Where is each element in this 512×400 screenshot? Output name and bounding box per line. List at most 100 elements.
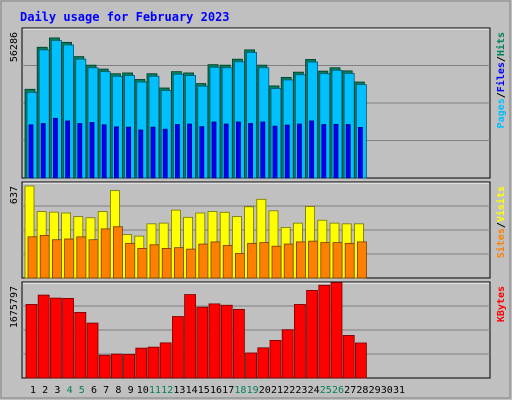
day-label-27: 27: [344, 385, 356, 396]
day-label-29: 29: [369, 385, 381, 396]
day-label-4: 4: [67, 385, 73, 396]
bar-files-day-15: [199, 126, 205, 179]
bar-kbytes-day-17: [220, 304, 233, 379]
bar-files-day-14: [187, 123, 193, 179]
bar-files-day-1: [28, 124, 34, 179]
bar-sites-day-16: [210, 241, 221, 279]
day-label-21: 21: [271, 385, 283, 396]
day-label-30: 30: [381, 385, 393, 396]
day-label-24: 24: [308, 385, 320, 396]
bar-kbytes-day-10: [135, 347, 148, 379]
bar-kbytes-day-4: [62, 297, 74, 379]
day-label-1: 1: [30, 385, 36, 396]
bar-files-day-27: [345, 124, 351, 179]
bar-kbytes-day-21: [269, 339, 282, 379]
bar-sites-day-13: [173, 247, 184, 279]
bar-kbytes-day-16: [208, 303, 221, 379]
bar-files-day-11: [150, 126, 156, 179]
bar-sites-day-20: [259, 242, 270, 279]
bar-files-day-25: [321, 124, 327, 179]
bar-sites-day-6: [88, 239, 99, 279]
day-label-22: 22: [283, 385, 295, 396]
bar-sites-day-21: [271, 245, 282, 279]
bar-files-day-23: [296, 123, 302, 179]
bar-kbytes-day-5: [74, 311, 87, 379]
bar-files-day-18: [235, 121, 241, 179]
bar-kbytes-day-3: [50, 297, 62, 379]
day-label-20: 20: [259, 385, 271, 396]
day-label-26: 26: [332, 385, 344, 396]
bar-files-day-5: [77, 123, 83, 179]
day-label-3: 3: [54, 385, 60, 396]
bar-files-day-28: [357, 127, 363, 179]
bar-sites-day-15: [198, 243, 209, 279]
day-label-28: 28: [356, 385, 368, 396]
day-label-7: 7: [103, 385, 109, 396]
bar-sites-day-2: [39, 234, 50, 279]
legend-entry: /: [496, 92, 507, 98]
bar-sites-day-11: [149, 244, 160, 279]
bar-kbytes-day-24: [306, 290, 319, 379]
day-label-16: 16: [210, 385, 222, 396]
bar-kbytes-day-28: [354, 342, 367, 379]
bar-files-day-13: [174, 124, 180, 179]
bar-sites-day-23: [295, 241, 306, 279]
bar-kbytes-day-22: [281, 329, 294, 379]
bar-sites-day-9: [125, 242, 135, 279]
bar-kbytes-day-12: [159, 342, 172, 379]
legend-entry: /: [496, 222, 507, 228]
bar-kbytes-day-6: [86, 322, 99, 379]
day-label-15: 15: [198, 385, 210, 396]
legend-entry: Visits: [495, 186, 507, 222]
bar-kbytes-day-13: [171, 316, 184, 379]
bar-kbytes-day-23: [293, 304, 306, 379]
bar-files-day-10: [138, 129, 144, 179]
bar-sites-day-17: [222, 245, 233, 279]
day-label-14: 14: [186, 385, 198, 396]
bar-files-day-6: [89, 122, 95, 179]
bar-sites-day-8: [113, 226, 123, 279]
y-max-label: 56286: [9, 32, 20, 62]
bar-sites-day-3: [52, 239, 62, 279]
panel-kbytes: 1675797 KBytes: [9, 281, 507, 379]
bar-kbytes-day-27: [342, 335, 355, 379]
bar-files-day-8: [114, 126, 119, 179]
bar-files-day-7: [101, 124, 107, 179]
bar-files-day-26: [333, 123, 339, 179]
bar-files-day-21: [272, 125, 278, 179]
day-label-13: 13: [173, 385, 185, 396]
bar-kbytes-day-15: [196, 306, 209, 379]
bar-sites-day-19: [247, 242, 258, 279]
chart-title: Daily usage for February 2023: [20, 10, 230, 24]
day-label-5: 5: [79, 385, 85, 396]
bar-files-day-2: [40, 123, 46, 179]
day-label-10: 10: [137, 385, 149, 396]
panel-legend: KBytes: [496, 286, 507, 322]
legend-entry: Sites: [495, 228, 507, 258]
legend-entry: Files: [495, 62, 507, 92]
bar-sites-day-28: [356, 241, 367, 279]
y-max-label: 637: [9, 186, 20, 204]
day-label-11: 11: [149, 385, 161, 396]
legend-entry: KBytes: [496, 286, 507, 322]
day-axis: 1 2 3 4 5 6 7 8 9 10 11 12 13 14 15 16 17 18 19 20 21 22 23 24 2…: [30, 385, 405, 396]
bar-kbytes-day-8: [111, 353, 123, 379]
bar-sites-day-18: [234, 253, 245, 279]
bar-kbytes-day-11: [147, 346, 160, 379]
bar-files-day-16: [211, 121, 217, 179]
bar-sites-day-4: [64, 238, 74, 279]
day-label-6: 6: [91, 385, 97, 396]
day-label-23: 23: [295, 385, 307, 396]
bar-kbytes-day-26: [330, 282, 343, 379]
bar-files-day-4: [65, 120, 70, 179]
bar-files-day-19: [248, 123, 254, 179]
day-label-9: 9: [128, 385, 134, 396]
bar-sites-day-14: [186, 248, 197, 279]
day-label-8: 8: [115, 385, 121, 396]
bar-kbytes-day-25: [318, 284, 331, 379]
day-label-12: 12: [161, 385, 173, 396]
